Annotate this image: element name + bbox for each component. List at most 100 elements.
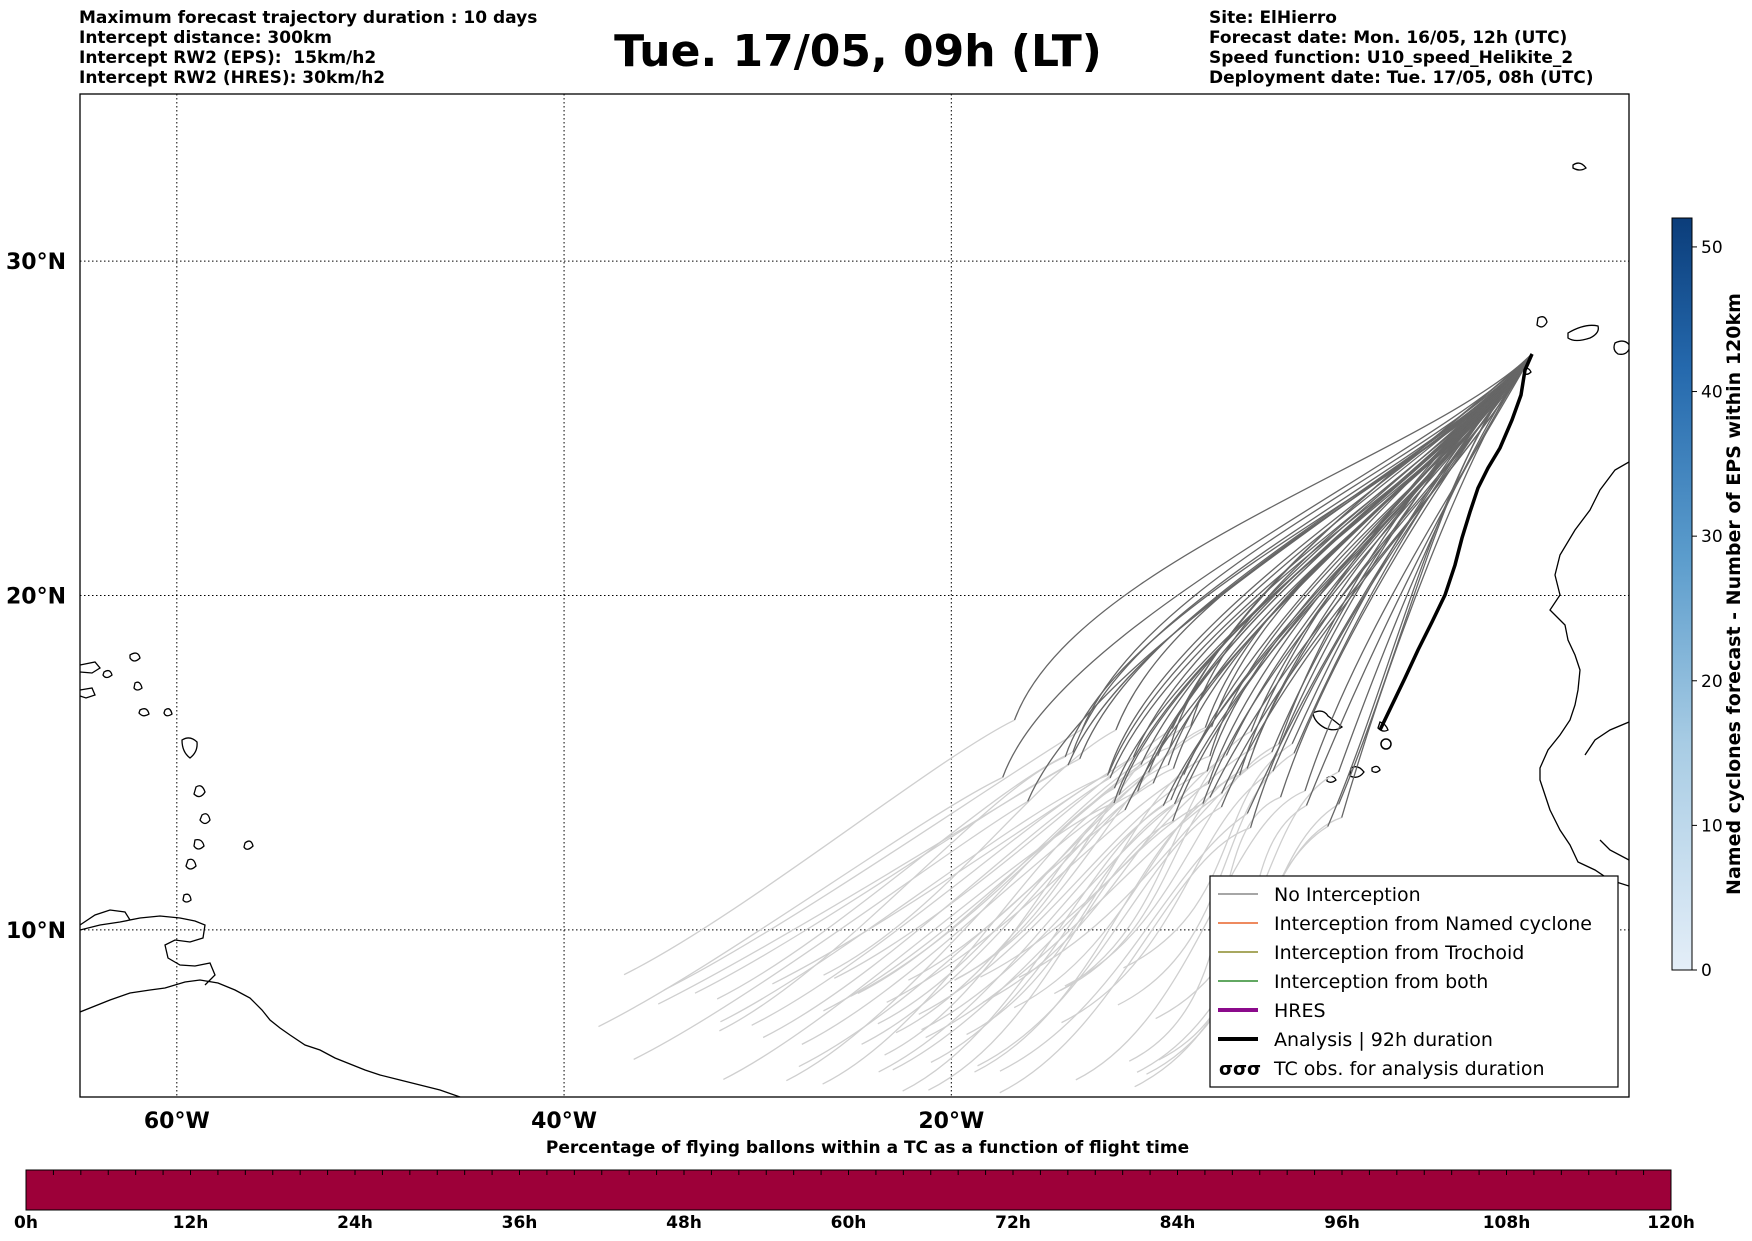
- trajectory-segment: [1337, 353, 1533, 773]
- legend-label: No Interception: [1274, 884, 1421, 906]
- trajectory-segment: [786, 787, 1115, 1082]
- time-bar-fill: [25, 1169, 1672, 1211]
- legend-symbol: σσσ: [1219, 1059, 1261, 1080]
- trajectory-segment: [999, 827, 1251, 1094]
- header-speed-function: Speed function: U10_speed_Helikite_2: [1209, 48, 1574, 68]
- time-bar-tick-label: 72h: [995, 1213, 1031, 1233]
- trajectory-segment: [1013, 353, 1533, 721]
- time-bar-tick-label: 36h: [501, 1213, 538, 1233]
- ensemble-trajectories-light: [598, 719, 1342, 1094]
- legend-item: No Interception: [1218, 884, 1421, 906]
- trajectory-segment: [886, 774, 1185, 1003]
- colorbar-tick-label: 30: [1701, 527, 1723, 547]
- header-site: Site: ElHierro: [1209, 8, 1337, 28]
- trajectory-segment: [833, 728, 1173, 979]
- colorbar: 0 10 20 30 40 50 Named cyclones forecast - Nu…: [1671, 217, 1745, 981]
- legend-label: HRES: [1274, 1000, 1326, 1022]
- trajectory-segment: [977, 806, 1222, 1067]
- colorbar-tick-label: 50: [1701, 238, 1723, 258]
- lon-tick-label: 60°W: [144, 1109, 210, 1134]
- header-intercept-eps: Intercept RW2 (EPS): 15km/h2: [79, 48, 377, 68]
- colorbar-tick-label: 20: [1701, 672, 1723, 692]
- trajectory-segment: [1107, 353, 1533, 776]
- trajectory-segment: [892, 803, 1204, 1071]
- colorbar-tick-label: 40: [1701, 383, 1723, 403]
- header-intercept-distance: Intercept distance: 300km: [79, 28, 332, 48]
- header-left: Maximum forecast trajectory duration : 1…: [79, 8, 537, 88]
- trajectory-segment: [1209, 353, 1533, 798]
- time-bar: [25, 1169, 1672, 1211]
- header-deployment-date: Deployment date: Tue. 17/05, 08h (UTC): [1209, 68, 1594, 88]
- time-bar-tick-label: 120h: [1647, 1213, 1695, 1233]
- trajectory-segment: [1081, 353, 1533, 730]
- lat-tick-label: 10°N: [6, 919, 66, 944]
- time-bar-tick-label: 48h: [666, 1213, 702, 1233]
- time-bar-tick-label: 96h: [1324, 1213, 1360, 1233]
- time-bar-title: Percentage of flying ballons within a TC…: [545, 1138, 1190, 1158]
- trajectory-segment: [921, 783, 1209, 1031]
- legend-label: Interception from Trochoid: [1274, 942, 1524, 964]
- coastlines: [80, 162, 1629, 1097]
- lat-tick-label: 30°N: [6, 250, 66, 275]
- trajectory-segment: [895, 767, 1174, 1034]
- map-frame: [79, 93, 1630, 1098]
- legend-label: TC obs. for analysis duration: [1273, 1058, 1545, 1080]
- trajectory-segment: [925, 792, 1222, 1039]
- map-gridlines: [80, 94, 1629, 1097]
- coast-cape-verde: [1312, 710, 1389, 783]
- trajectory-segment: [1002, 353, 1533, 778]
- legend: No Interception Interception from Named c…: [1209, 875, 1619, 1088]
- colorbar-label: Named cyclones forecast - Number of EPS …: [1723, 293, 1745, 895]
- header-max-duration: Maximum forecast trajectory duration : 1…: [79, 8, 538, 28]
- coast-caribbean-west: [80, 661, 131, 926]
- time-bar-tick-label: 12h: [172, 1213, 209, 1233]
- trajectory-segment: [633, 800, 1029, 1060]
- legend-label: Analysis | 92h duration: [1274, 1029, 1493, 1051]
- legend-item: HRES: [1218, 1000, 1326, 1022]
- trajectory-segment: [1123, 743, 1293, 969]
- legend-item: Interception from both: [1218, 971, 1488, 993]
- trajectory-segment: [1278, 353, 1533, 745]
- trajectory-segment: [930, 803, 1175, 1063]
- trajectory-segment: [999, 812, 1248, 1072]
- trajectory-segment: [762, 777, 1111, 1039]
- trajectory-segment: [1108, 353, 1533, 774]
- time-bar-tick-label: 24h: [337, 1213, 373, 1233]
- header-forecast-date: Forecast date: Mon. 16/05, 12h (UTC): [1209, 28, 1568, 48]
- time-bar-tick-label: 60h: [830, 1213, 867, 1233]
- time-bar-tick-label: 0h: [14, 1213, 38, 1233]
- trajectory-segment: [1118, 353, 1533, 795]
- colorbar-gradient: [1671, 217, 1693, 971]
- colorbar-tick-label: 0: [1701, 961, 1712, 981]
- coast-canary-islands: [1523, 162, 1629, 375]
- ensemble-trajectories-dark: [1002, 353, 1533, 828]
- trajectory-segment: [1305, 353, 1533, 806]
- axis-labels: 60°W 40°W 20°W 30°N 20°N 10°N: [6, 250, 984, 1134]
- legend-item: Analysis | 92h duration: [1218, 1029, 1493, 1051]
- trajectory-segment: [1054, 730, 1252, 995]
- coast-south-america: [80, 979, 461, 1097]
- trajectory-segment: [1327, 353, 1533, 827]
- coast-antilles: [102, 652, 254, 903]
- coast-africa: [1539, 461, 1629, 887]
- trajectory-segment: [598, 776, 1003, 1028]
- header-intercept-hres: Intercept RW2 (HRES): 30km/h2: [79, 68, 386, 88]
- trajectory-segment: [928, 820, 1173, 1091]
- header-right: Site: ElHierro Forecast date: Mon. 16/05…: [1209, 8, 1594, 88]
- colorbar-tick-label: 10: [1701, 816, 1723, 836]
- lon-tick-label: 20°W: [918, 1109, 984, 1134]
- lon-tick-label: 40°W: [531, 1109, 597, 1134]
- trajectory-segment: [1064, 743, 1280, 987]
- trajectory-segment: [663, 728, 1083, 991]
- trajectory-segment: [720, 774, 1108, 1023]
- trajectory-segment: [1061, 770, 1274, 1024]
- trajectory-segment: [857, 746, 1171, 995]
- trajectory-segment: [850, 764, 1142, 997]
- trajectory-segment: [918, 770, 1208, 1015]
- coast-venezuela: [80, 915, 216, 986]
- trajectory-segment: [723, 802, 1115, 1080]
- trajectory-segment: [1304, 353, 1533, 792]
- trajectory-segment: [878, 805, 1164, 1073]
- trajectory-segment: [1075, 790, 1306, 1081]
